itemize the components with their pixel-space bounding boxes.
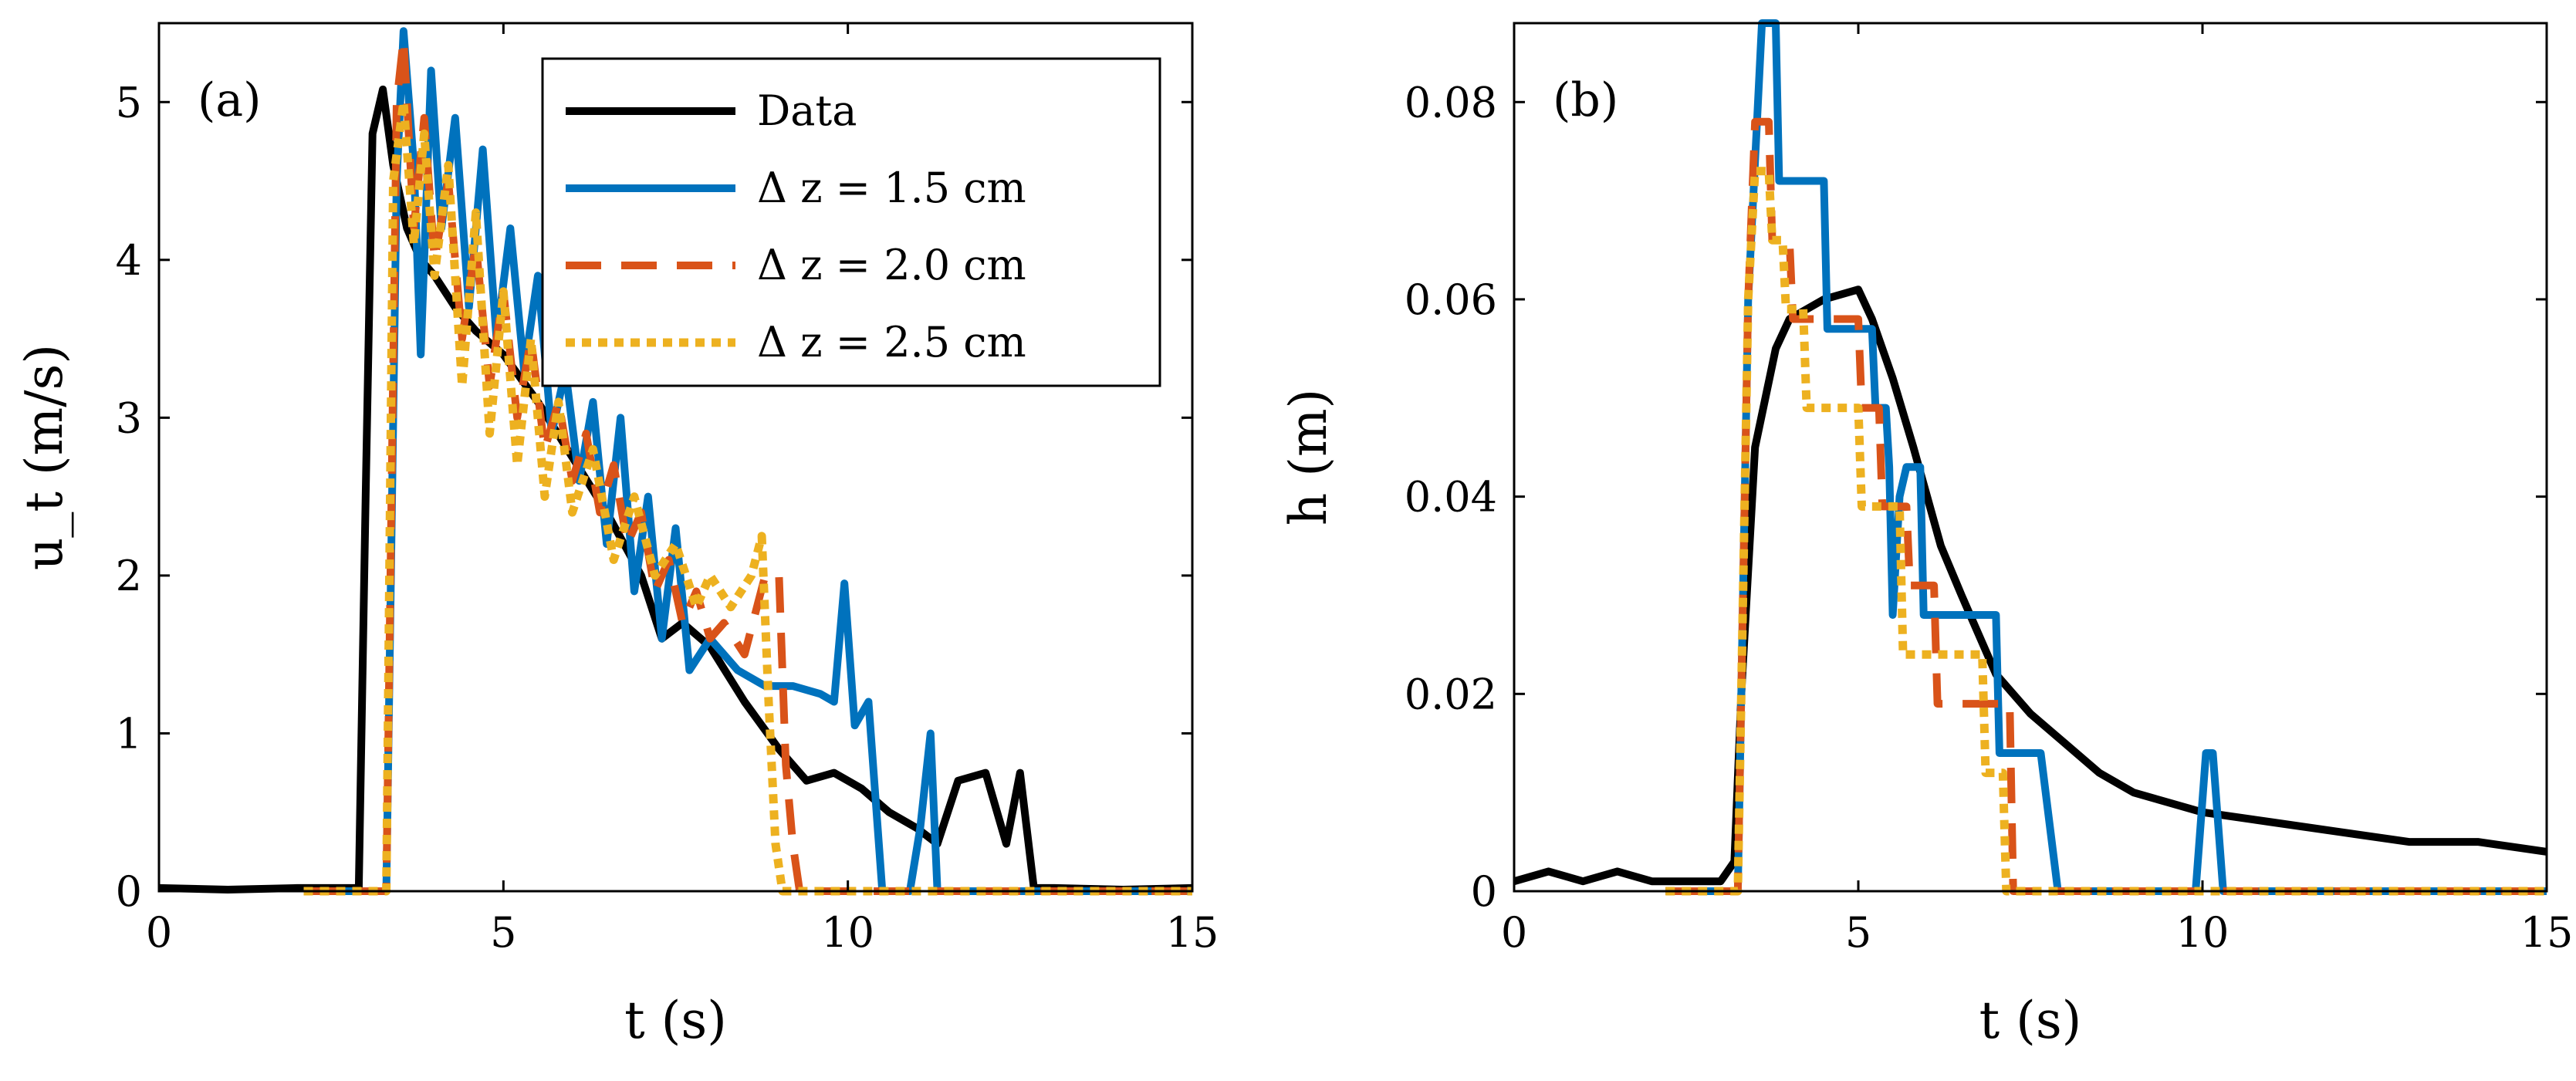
panel-a: 0 5 10 15 0 1 2 3 4 5 (a) t (s) u_t (m/s) Data Δ z = 1… bbox=[15, 22, 1219, 1050]
x-tick-label: 5 bbox=[490, 908, 516, 957]
legend-label: Δ z = 2.0 cm bbox=[757, 241, 1026, 289]
x-axis-title: t (s) bbox=[1979, 991, 2082, 1050]
series-line-data bbox=[1514, 285, 2547, 886]
y-tick-label: 2 bbox=[116, 552, 142, 600]
y-tick-label: 0.08 bbox=[1405, 78, 1497, 127]
plot-frame bbox=[157, 22, 1194, 893]
series-line-dz-1 bbox=[1665, 19, 2547, 895]
y-tick-label: 5 bbox=[116, 78, 142, 127]
x-axis-title: t (s) bbox=[624, 991, 727, 1050]
y-axis-title: u_t (m/s) bbox=[15, 344, 74, 570]
legend: Data Δ z = 1.5 cm Δ z = 2.0 cm Δ z = 2.5 cm bbox=[541, 57, 1161, 387]
series-line-dz-2 bbox=[303, 35, 1192, 895]
x-tick-label: 5 bbox=[1845, 908, 1871, 957]
x-tick-label: 10 bbox=[821, 908, 874, 957]
y-tick-label: 4 bbox=[116, 236, 142, 285]
plot-frame bbox=[1513, 22, 2548, 893]
series-line-dz-2 bbox=[1665, 117, 2547, 895]
x-tick-label: 0 bbox=[146, 908, 172, 957]
series-group bbox=[159, 27, 1192, 896]
series-group bbox=[1514, 19, 2547, 896]
y-tick-label: 0 bbox=[116, 867, 142, 916]
legend-label: Data bbox=[757, 86, 857, 135]
y-tick-label: 0.06 bbox=[1405, 275, 1497, 324]
y-tick-label: 0.02 bbox=[1405, 670, 1497, 718]
x-tick-label: 15 bbox=[2520, 908, 2574, 957]
series-line-dz-3 bbox=[1665, 167, 2547, 896]
series-line-dz-3 bbox=[303, 97, 1192, 896]
y-tick-label: 0 bbox=[1471, 867, 1497, 916]
panel-label: (b) bbox=[1553, 73, 1618, 127]
legend-label: Δ z = 2.5 cm bbox=[757, 318, 1026, 367]
x-tick-label: 10 bbox=[2176, 908, 2229, 957]
panel-label: (a) bbox=[198, 73, 262, 127]
y-tick-label: 0.04 bbox=[1405, 473, 1497, 522]
y-axis-title: h (m) bbox=[1279, 389, 1338, 526]
y-tick-label: 3 bbox=[116, 394, 142, 442]
panel-b: 0 5 10 15 0 0.02 0.04 0.06 0.08 (b) t (s) h (m) bbox=[1279, 19, 2574, 1050]
legend-label: Δ z = 1.5 cm bbox=[757, 164, 1026, 212]
x-tick-label: 15 bbox=[1166, 908, 1219, 957]
x-tick-label: 0 bbox=[1501, 908, 1527, 957]
y-tick-label: 1 bbox=[116, 709, 142, 758]
